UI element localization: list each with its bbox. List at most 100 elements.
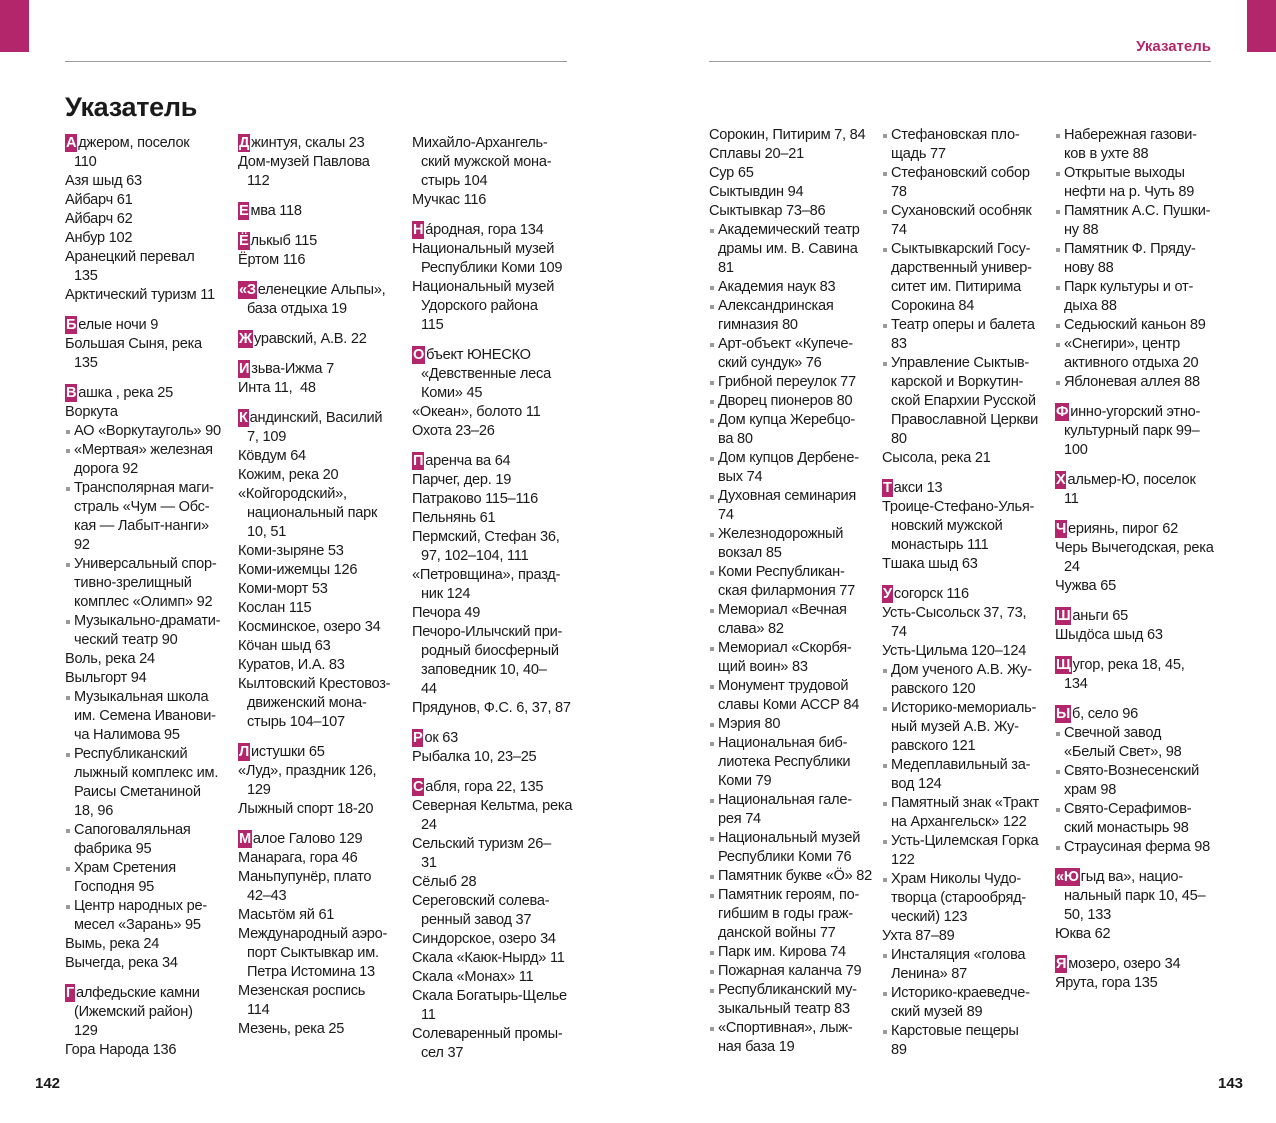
entry-text: Свечной завод «Белый Свет», 98 bbox=[1064, 725, 1182, 760]
bullet-icon bbox=[883, 324, 887, 328]
index-subentry: Открытые выходы нефти на р. Чуть 89 bbox=[1055, 164, 1227, 202]
entry-text: Театр оперы и балета 83 bbox=[891, 317, 1035, 352]
bullet-icon bbox=[66, 620, 70, 624]
index-subentry: Дворец пионеров 80 bbox=[709, 392, 881, 411]
index-subentry: Седьюский каньон 89 bbox=[1055, 316, 1227, 335]
bullet-icon bbox=[710, 647, 714, 651]
index-entry: Скала Богатырь-Щелье 11 bbox=[412, 987, 584, 1025]
bullet-icon bbox=[710, 970, 714, 974]
entry-text: Ярута, гора 135 bbox=[1055, 975, 1158, 991]
entry-text: лькыб 115 bbox=[250, 233, 318, 249]
index-entry: Ёртом 116 bbox=[238, 251, 410, 270]
index-subentry: Музыкальная школа им. Семена Иванови- ча… bbox=[65, 688, 237, 745]
index-letter-group: Набережная газови- ков в ухте 88 Открытые… bbox=[1055, 126, 1227, 392]
index-subentry: Свято-Серафимов- ский монастырь 98 bbox=[1055, 800, 1227, 838]
index-entry: «Луд», праздник 126, 129 bbox=[238, 762, 410, 800]
index-entry: Охота 23–26 bbox=[412, 422, 584, 441]
entry-text: Республиканский му- зыкальный театр 83 bbox=[718, 982, 857, 1017]
index-subentry: Парк культуры и от- дыха 88 bbox=[1055, 278, 1227, 316]
bullet-icon bbox=[710, 400, 714, 404]
index-subentry: Яблоневая аллея 88 bbox=[1055, 373, 1227, 392]
entry-text: Гора Народа 136 bbox=[65, 1042, 177, 1058]
entry-text: Усть-Цилемская Горка 122 bbox=[891, 833, 1039, 868]
index-entry: Мезенская роспись 114 bbox=[238, 982, 410, 1020]
index-entry: Усть-Цильма 120–124 bbox=[882, 642, 1054, 661]
entry-text: Духовная семинария 74 bbox=[718, 488, 857, 523]
entry-text: Академический театр драмы им. В. Савина … bbox=[718, 222, 860, 276]
entry-text: бъект ЮНЕСКО «Девственные леса Коми» 45 bbox=[421, 347, 551, 401]
index-entry: Сыктывкар 73–86 bbox=[709, 202, 881, 221]
entry-text: Памятник А.С. Пушки- ну 88 bbox=[1064, 203, 1211, 238]
bullet-icon bbox=[1056, 381, 1060, 385]
initial-letter-badge: И bbox=[238, 360, 251, 378]
initial-letter-badge: «З bbox=[238, 281, 257, 299]
initial-letter-badge: Б bbox=[65, 316, 78, 334]
entry-text: Синдорское, озеро 34 bbox=[412, 931, 556, 947]
index-subentry: Александринская гимназия 80 bbox=[709, 297, 881, 335]
entry-text: ок 63 bbox=[424, 730, 459, 746]
index-subentry: Историко-мемориаль- ный музей А.В. Жу- р… bbox=[882, 699, 1054, 756]
entry-text: Мемориал «Скорбя- щий воин» 83 bbox=[718, 640, 852, 675]
entry-text: АО «Воркутауголь» 90 bbox=[74, 423, 221, 439]
bullet-icon bbox=[710, 457, 714, 461]
entry-text: мозеро, озеро 34 bbox=[1068, 956, 1181, 972]
index-subentry: Парк им. Кирова 74 bbox=[709, 943, 881, 962]
entry-text: Карстовые пещеры 89 bbox=[891, 1023, 1019, 1058]
entry-text: зьва-Ижма 7 bbox=[251, 361, 334, 377]
index-entry: Сплавы 20–21 bbox=[709, 145, 881, 164]
index-entry: Кöчан шыд 63 bbox=[238, 637, 410, 656]
section-tab-left bbox=[0, 0, 29, 52]
index-subentry: Мемориал «Вечная слава» 82 bbox=[709, 601, 881, 639]
bullet-icon bbox=[710, 305, 714, 309]
index-entry: Воль, река 24 bbox=[65, 650, 237, 669]
initial-letter-badge: О bbox=[412, 346, 426, 364]
entry-text: Пожарная каланча 79 bbox=[718, 963, 862, 979]
index-subentry: Храм Сретения Господня 95 bbox=[65, 859, 237, 897]
entry-text: «Океан», болото 11 bbox=[412, 404, 541, 420]
index-subentry: Свечной завод «Белый Свет», 98 bbox=[1055, 724, 1227, 762]
index-entry: Куратов, И.А. 83 bbox=[238, 656, 410, 675]
bullet-icon bbox=[66, 449, 70, 453]
index-entry: Гора Народа 136 bbox=[65, 1041, 237, 1060]
bullet-icon bbox=[1056, 172, 1060, 176]
index-entry: Сереговский солева- ренный завод 37 bbox=[412, 892, 584, 930]
entry-text: Ёртом 116 bbox=[238, 252, 306, 268]
index-subentry: Мемориал «Скорбя- щий воин» 83 bbox=[709, 639, 881, 677]
index-entry: Сёлыб 28 bbox=[412, 873, 584, 892]
index-subentry: Пожарная каланча 79 bbox=[709, 962, 881, 981]
initial-letter-badge: У bbox=[882, 585, 893, 603]
entry-text: ериянь, пирог 62 bbox=[1068, 521, 1178, 537]
entry-text: гыд ва», нацио- нальный парк 10, 45– 50,… bbox=[1064, 869, 1206, 923]
bullet-icon bbox=[1056, 732, 1060, 736]
index-entry: «З еленецкие Альпы», база отдыха 19 bbox=[238, 281, 410, 319]
entry-text: Маньпупунёр, плато 42–43 bbox=[238, 869, 372, 904]
entry-text: Черь Вычегодская, река 24 bbox=[1055, 540, 1214, 575]
entry-text: андинский, Василий 7, 109 bbox=[247, 410, 383, 445]
initial-letter-badge: Д bbox=[238, 134, 251, 152]
entry-text: алфедьские камни (Ижемский район) 129 bbox=[74, 985, 200, 1039]
entry-text: Дом купца Жеребцо- ва 80 bbox=[718, 412, 856, 447]
bullet-icon bbox=[883, 210, 887, 214]
entry-text: «Койгородский», национальный парк 10, 51 bbox=[238, 486, 378, 540]
entry-text: Сорокин, Питирим 7, 84 bbox=[709, 127, 866, 143]
entry-text: Скала Богатырь-Щелье 11 bbox=[412, 988, 567, 1023]
bullet-icon bbox=[1056, 248, 1060, 252]
entry-text: Национальный музей Удорского района 115 bbox=[412, 279, 555, 333]
bullet-icon bbox=[710, 723, 714, 727]
entry-text: Печоро-Илычский при- родный биосферный з… bbox=[412, 624, 563, 697]
entry-text: Медеплавильный за- вод 124 bbox=[891, 757, 1031, 792]
index-subentry: Дом купца Жеребцо- ва 80 bbox=[709, 411, 881, 449]
entry-text: Республиканский лыжный комплекс им. Раис… bbox=[74, 746, 219, 819]
entry-text: Вычегда, река 34 bbox=[65, 955, 178, 971]
index-subentry: Музыкально-драмати- ческий театр 90 bbox=[65, 612, 237, 650]
bullet-icon bbox=[1056, 808, 1060, 812]
